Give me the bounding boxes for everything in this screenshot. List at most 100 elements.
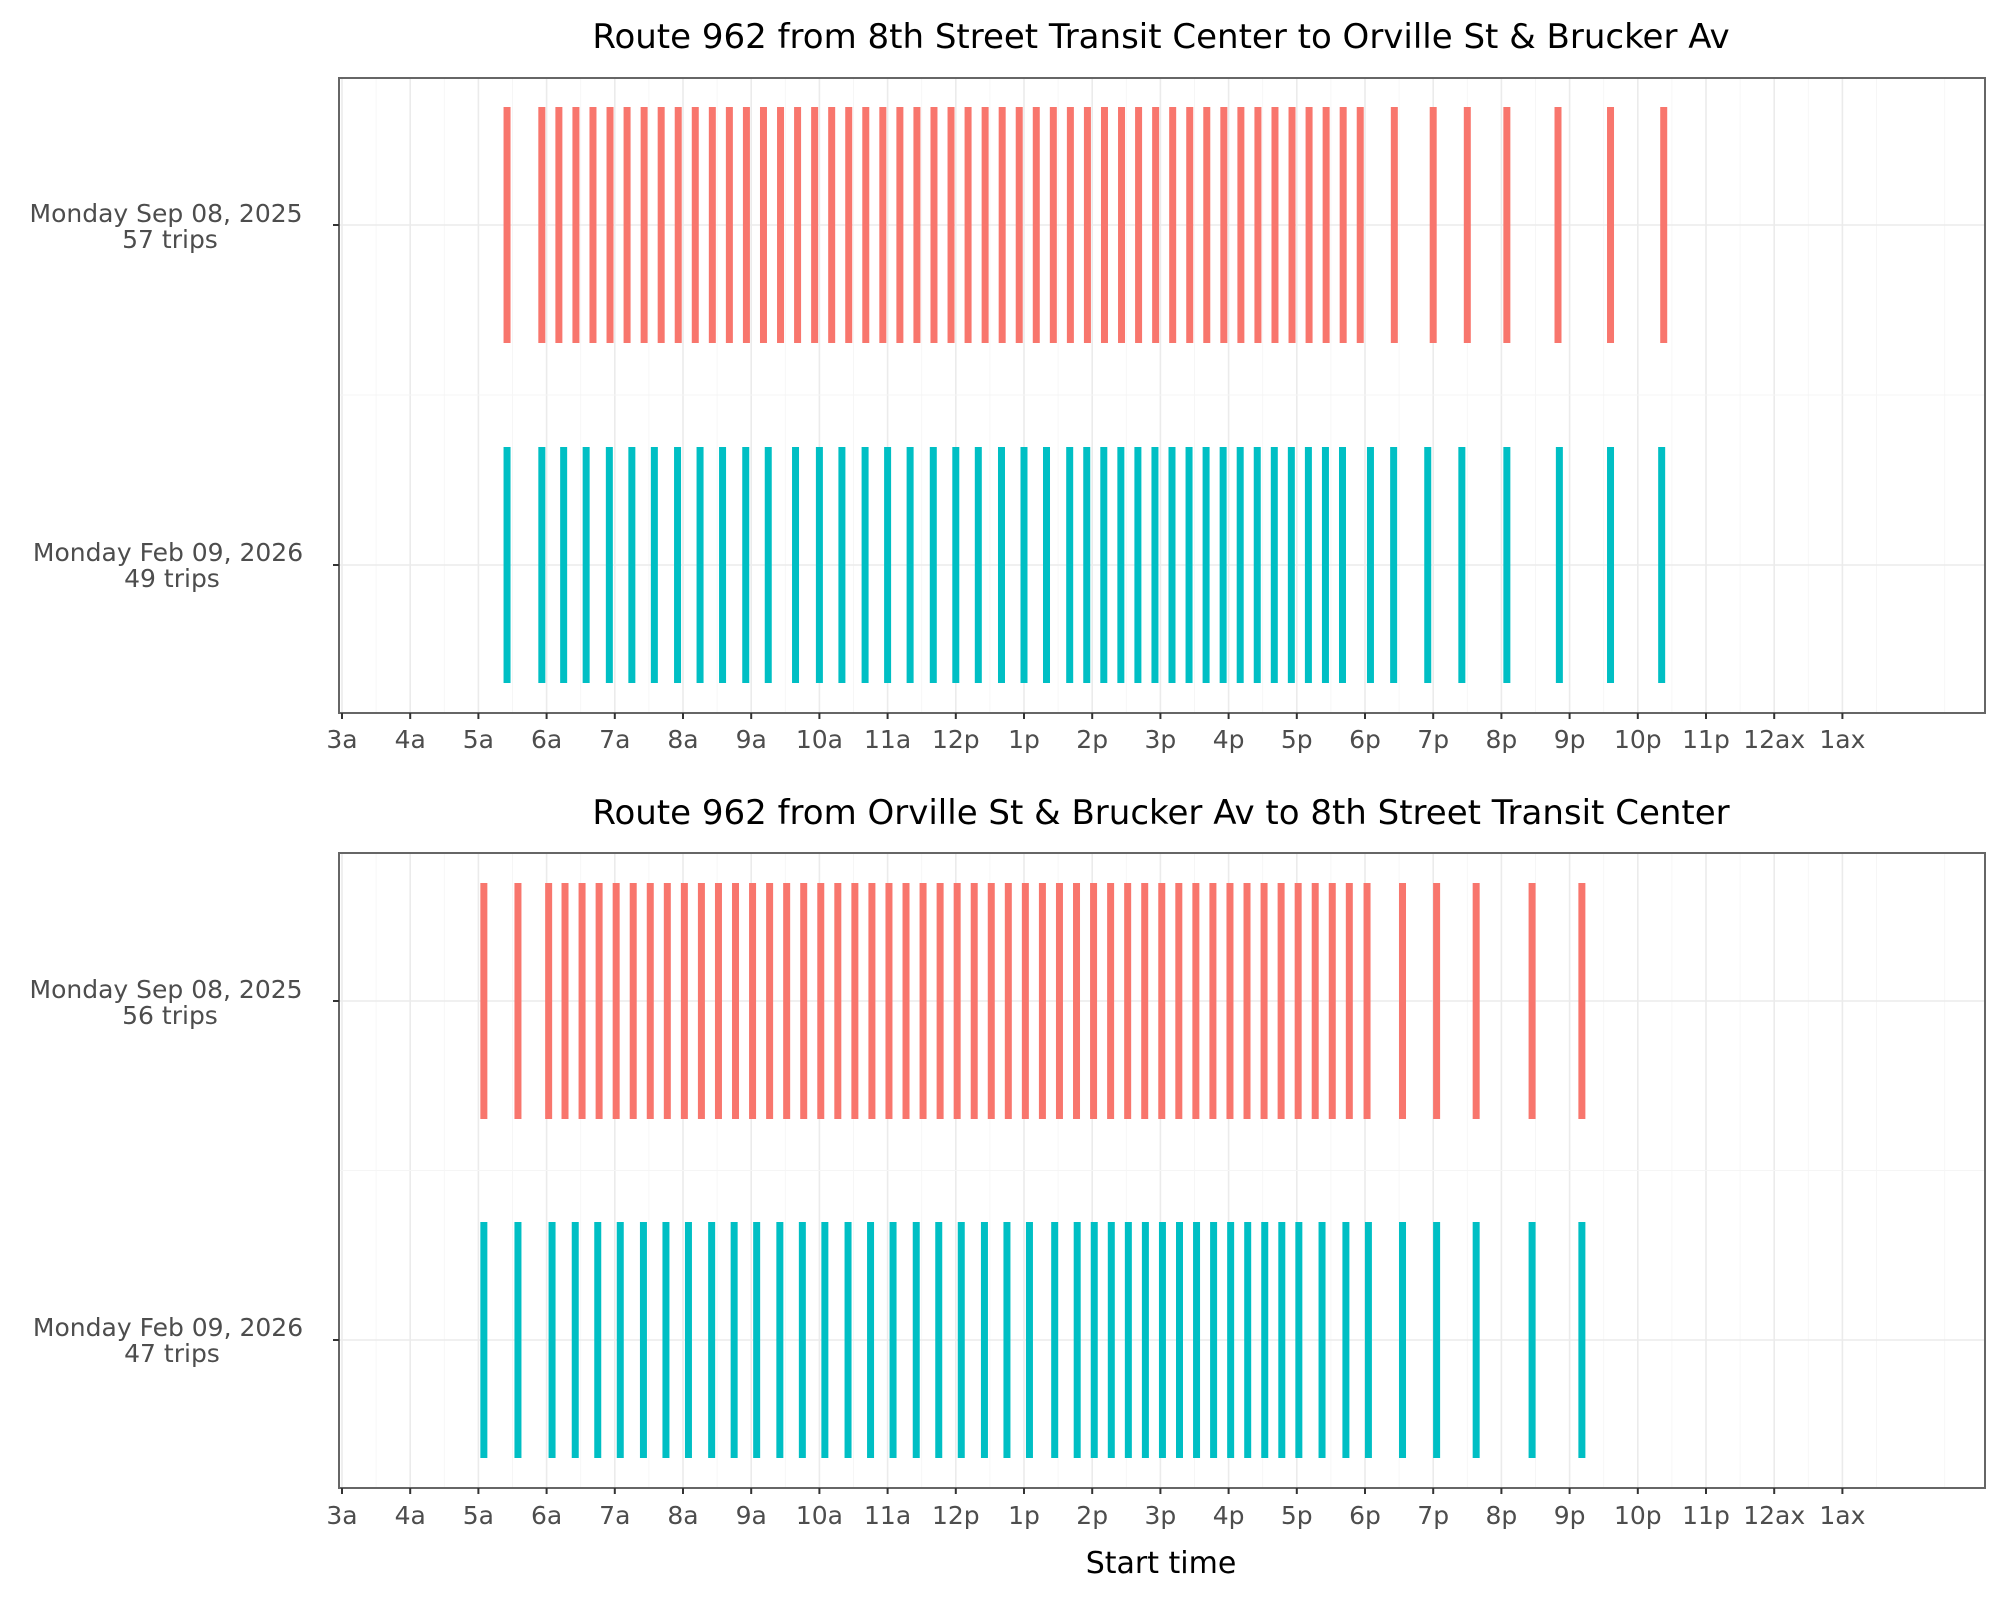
trip-mark	[1658, 447, 1666, 683]
trip-mark	[1660, 107, 1668, 343]
trip-mark	[560, 447, 568, 683]
trip-mark	[753, 1222, 761, 1458]
trip-mark	[902, 883, 910, 1119]
x-axis-ticks: 3a 4a 5a 6a 7a 8a 9a 10a 11a 12p 1p 2p 3p 4p 5p 6p 7p 8p 9…	[326, 224, 1865, 754]
trip-marks	[503, 107, 1668, 683]
x-tick-label: 9p	[1554, 725, 1586, 754]
plot-frame	[338, 852, 1986, 1489]
trip-mark	[906, 447, 914, 683]
trip-mark	[708, 1222, 716, 1458]
trip-mark	[936, 883, 944, 1119]
trip-mark	[1083, 447, 1091, 683]
trip-mark	[708, 107, 716, 343]
trip-mark	[930, 107, 938, 343]
trip-mark	[1390, 107, 1398, 343]
x-tick-label: 7p	[1417, 1501, 1449, 1530]
x-tick-label: 10p	[1614, 1501, 1662, 1530]
y-label-trips: 56 trips	[122, 1001, 218, 1030]
trip-mark	[1366, 447, 1374, 683]
trip-mark	[605, 447, 613, 683]
x-tick-label: 11a	[864, 1501, 911, 1530]
trip-mark	[964, 107, 972, 343]
x-tick-label: 12ax	[1743, 725, 1805, 754]
x-tick-label: 11p	[1682, 1501, 1730, 1530]
chart-title: Route 962 from 8th Street Transit Center…	[592, 17, 1729, 57]
trip-mark	[680, 883, 688, 1119]
trip-mark	[1066, 447, 1074, 683]
trip-mark	[1020, 447, 1028, 683]
trip-mark	[783, 883, 791, 1119]
trip-mark	[1304, 447, 1312, 683]
y-label-date: Monday Sep 08, 2025	[30, 199, 303, 228]
trip-mark	[777, 107, 785, 343]
x-tick-label: 1p	[1008, 725, 1040, 754]
trip-mark	[691, 107, 699, 343]
trip-mark	[662, 1222, 670, 1458]
trip-mark	[1390, 447, 1398, 683]
trip-mark	[1244, 1222, 1252, 1458]
trip-mark	[572, 107, 580, 343]
trip-mark	[766, 883, 774, 1119]
trip-mark	[1055, 883, 1063, 1119]
trip-mark	[1038, 883, 1046, 1119]
x-tick-label: 1ax	[1819, 725, 1865, 754]
trip-mark	[1107, 1222, 1115, 1458]
trip-mark	[1463, 107, 1471, 343]
trip-mark	[1472, 883, 1480, 1119]
trip-mark	[817, 883, 825, 1119]
trip-mark	[1051, 1222, 1059, 1458]
trip-mark	[714, 883, 722, 1119]
trip-mark	[953, 883, 961, 1119]
x-tick-label: 11a	[864, 725, 911, 754]
trip-mark	[514, 1222, 522, 1458]
trip-mark	[919, 883, 927, 1119]
trip-mark	[639, 1222, 647, 1458]
x-tick-label: 4p	[1213, 725, 1245, 754]
trip-mark	[1015, 107, 1023, 343]
trip-mark	[480, 883, 488, 1119]
x-tick-label: 8p	[1486, 1501, 1518, 1530]
trip-mark	[555, 107, 563, 343]
x-tick-label: 1ax	[1819, 1501, 1865, 1530]
trip-mark	[1399, 883, 1407, 1119]
plot-frame	[338, 77, 1986, 714]
trip-mark	[861, 447, 869, 683]
trip-mark	[981, 107, 989, 343]
trip-mark	[1322, 107, 1330, 343]
trip-mark	[1193, 1222, 1201, 1458]
trip-mark	[1399, 1222, 1407, 1458]
trip-mark	[1210, 1222, 1218, 1458]
trip-mark	[794, 107, 802, 343]
trip-mark	[764, 447, 772, 683]
trip-mark	[503, 447, 511, 683]
trip-mark	[838, 447, 846, 683]
trip-mark	[1066, 107, 1074, 343]
trip-mark	[594, 1222, 602, 1458]
x-tick-label: 10a	[796, 725, 843, 754]
trip-mark	[868, 883, 876, 1119]
y-label-trips: 49 trips	[124, 564, 220, 593]
y-axis-labels: Monday Sep 08, 2025 57 trips Monday Feb …	[30, 199, 311, 593]
trip-mark	[696, 447, 704, 683]
trip-mark	[929, 447, 937, 683]
x-tick-label: 9p	[1554, 1501, 1586, 1530]
trip-mark	[629, 883, 637, 1119]
trip-mark	[1260, 883, 1268, 1119]
trip-mark	[612, 883, 620, 1119]
x-tick-label: 6p	[1349, 725, 1381, 754]
trip-mark	[845, 107, 853, 343]
trip-mark	[1328, 883, 1336, 1119]
trip-mark	[776, 1222, 784, 1458]
trip-mark	[545, 883, 553, 1119]
x-tick-label: 3p	[1145, 725, 1177, 754]
trip-mark	[1270, 447, 1278, 683]
x-tick-label: 12ax	[1743, 1501, 1805, 1530]
trip-mark	[548, 1222, 556, 1458]
trip-mark	[1226, 883, 1234, 1119]
x-tick-label: 5a	[463, 1501, 494, 1530]
x-tick-label: 4a	[395, 725, 426, 754]
y-label-feb-2026: Monday Feb 09, 2026 49 trips	[33, 538, 311, 593]
trip-mark	[1073, 883, 1081, 1119]
x-tick-label: 2p	[1076, 725, 1108, 754]
trip-mark	[1134, 447, 1142, 683]
